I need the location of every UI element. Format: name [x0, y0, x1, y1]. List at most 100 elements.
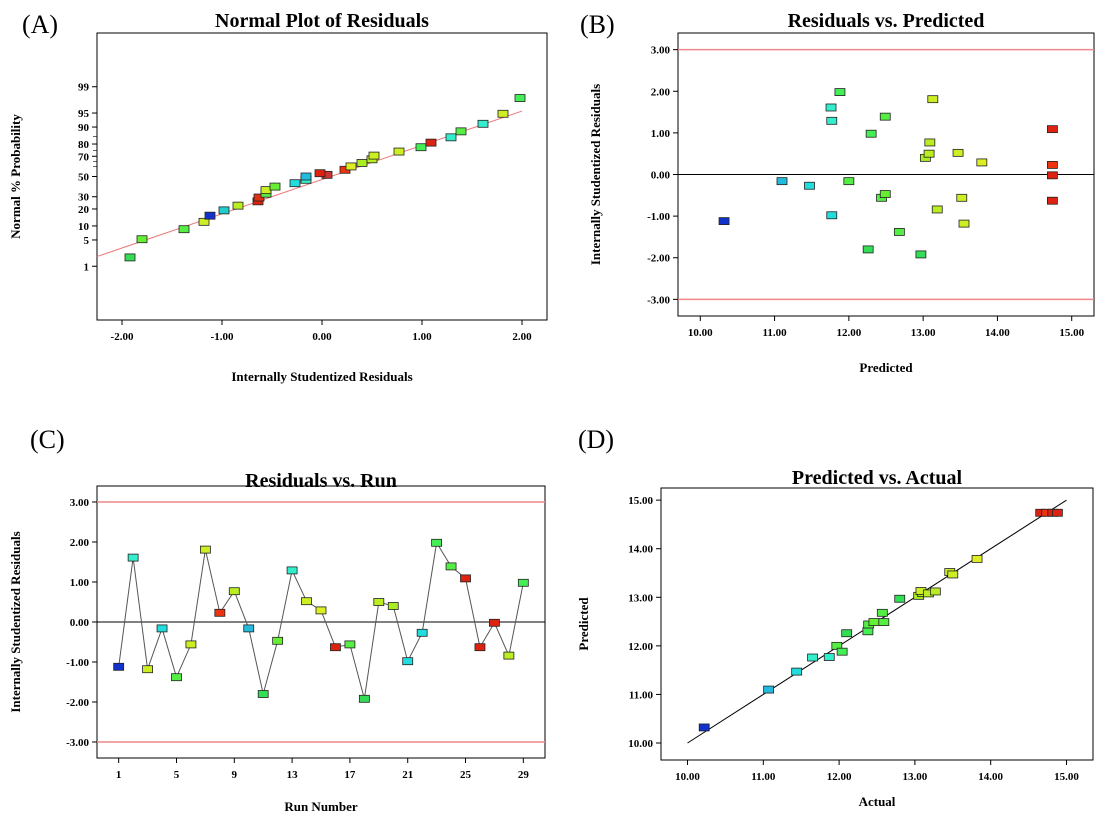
y-tick-label: 12.00 — [628, 641, 653, 653]
data-point — [358, 694, 370, 703]
data-point — [868, 618, 880, 626]
x-tick-label: 1 — [116, 769, 122, 781]
x-tick-label: 13.00 — [903, 771, 928, 783]
data-point — [257, 690, 269, 698]
data-point — [156, 624, 168, 633]
panel-label-a: (A) — [22, 10, 59, 39]
data-point — [894, 594, 906, 603]
y-tick-label: 1 — [84, 261, 90, 273]
data-point — [214, 608, 226, 617]
data-point — [878, 618, 890, 626]
data-point — [1046, 161, 1058, 169]
data-point — [841, 629, 853, 638]
y-tick-label: 3.00 — [651, 45, 671, 57]
x-axis-label: Run Number — [284, 799, 358, 814]
data-point — [776, 177, 788, 186]
normal-plot-chart: Normal Plot of Residuals -2.00 -1.00 0.00 1.… — [8, 10, 548, 384]
data-point — [373, 598, 385, 606]
y-axis-label: Internally Studentized Residuals — [588, 84, 603, 265]
data-point — [1046, 125, 1058, 134]
y-tick-label: 99 — [78, 82, 90, 94]
data-point — [915, 250, 927, 259]
data-point — [1046, 196, 1058, 205]
predicted-vs-actual-chart: Predicted vs. Actual 10.00 11.00 12.00 13.00… — [576, 467, 1094, 809]
x-tick-label: 11.00 — [762, 327, 787, 339]
data-point — [826, 116, 838, 125]
data-point — [142, 665, 153, 674]
data-point — [489, 618, 500, 627]
data-point — [425, 138, 437, 147]
y-tick-label: 2.00 — [70, 537, 90, 549]
y-tick-label: 5 — [84, 235, 90, 247]
data-point — [315, 606, 327, 615]
y-tick-label: 70 — [78, 151, 90, 163]
y-tick-label: 2.00 — [651, 86, 671, 98]
x-tick-label: 17 — [344, 769, 356, 781]
x-tick-label: 29 — [518, 769, 530, 781]
x-tick-label: 9 — [232, 769, 238, 781]
y-tick-label: 1.00 — [70, 577, 90, 589]
data-point — [514, 94, 526, 102]
data-point — [345, 162, 357, 171]
data-point — [826, 211, 838, 220]
x-tick-label: 15.00 — [1054, 771, 1079, 783]
x-tick-label: -2.00 — [111, 331, 134, 343]
x-tick-label: 14.00 — [985, 327, 1010, 339]
chart-title: Normal Plot of Residuals — [215, 10, 429, 32]
y-axis-label: Normal % Probability — [8, 114, 23, 239]
data-point — [269, 182, 281, 191]
y-tick-label: 90 — [78, 122, 90, 134]
data-point — [958, 219, 970, 228]
data-point — [272, 636, 284, 645]
data-point — [445, 562, 457, 571]
data-point — [204, 211, 216, 220]
x-tick-label: 11.00 — [751, 771, 776, 783]
data-point — [876, 608, 888, 617]
x-tick-label: 14.00 — [978, 771, 1003, 783]
data-point — [791, 667, 803, 676]
data-point — [460, 574, 471, 583]
data-point — [477, 119, 489, 128]
data-point — [1051, 508, 1063, 517]
data-point — [517, 578, 529, 587]
data-point — [834, 88, 846, 96]
x-tick-label: 25 — [460, 769, 472, 781]
x-tick-label: 0.00 — [312, 331, 332, 343]
data-point — [1046, 171, 1058, 180]
data-point — [431, 538, 443, 547]
data-point — [971, 555, 983, 563]
y-tick-label: 3.00 — [70, 497, 90, 509]
x-axis-label: Actual — [859, 794, 896, 809]
data-point — [445, 133, 457, 142]
panel-predicted-vs-actual: (D) Predicted vs. Actual 10.00 11.00 12.00 1… — [548, 400, 1095, 816]
y-tick-label: 15.00 — [628, 495, 653, 507]
panel-label-d: (D) — [578, 425, 615, 454]
x-tick-label: 13 — [287, 769, 299, 781]
y-tick-label: 14.00 — [628, 544, 653, 556]
x-tick-label: 12.00 — [836, 327, 861, 339]
data-point — [243, 624, 255, 633]
y-tick-label: 11.00 — [629, 689, 654, 701]
data-point — [228, 587, 240, 596]
data-point — [199, 545, 211, 554]
data-point — [301, 597, 312, 606]
x-tick-label: 12.00 — [827, 771, 852, 783]
data-point — [356, 159, 368, 167]
data-point — [185, 640, 197, 649]
data-point — [825, 103, 837, 112]
data-point — [924, 138, 936, 147]
y-tick-label: 0.00 — [651, 170, 671, 182]
data-point — [843, 177, 855, 186]
panel-residuals-vs-run: (C) Residuals vs. Run 1 5 9 13 17 21 25 29 -3.00 -… — [0, 400, 548, 816]
x-tick-label: 5 — [174, 769, 180, 781]
data-point — [929, 587, 941, 596]
data-point — [718, 217, 730, 226]
x-tick-label: 2.00 — [512, 331, 532, 343]
data-point — [198, 217, 210, 226]
data-point — [368, 151, 380, 160]
data-point — [387, 602, 399, 610]
data-point — [893, 228, 905, 236]
residuals-vs-predicted-chart: Residuals vs. Predicted 10.00 11.00 12.00 13… — [588, 10, 1095, 375]
x-tick-label: 10.00 — [688, 327, 713, 339]
chart-title: Predicted vs. Actual — [792, 467, 963, 489]
